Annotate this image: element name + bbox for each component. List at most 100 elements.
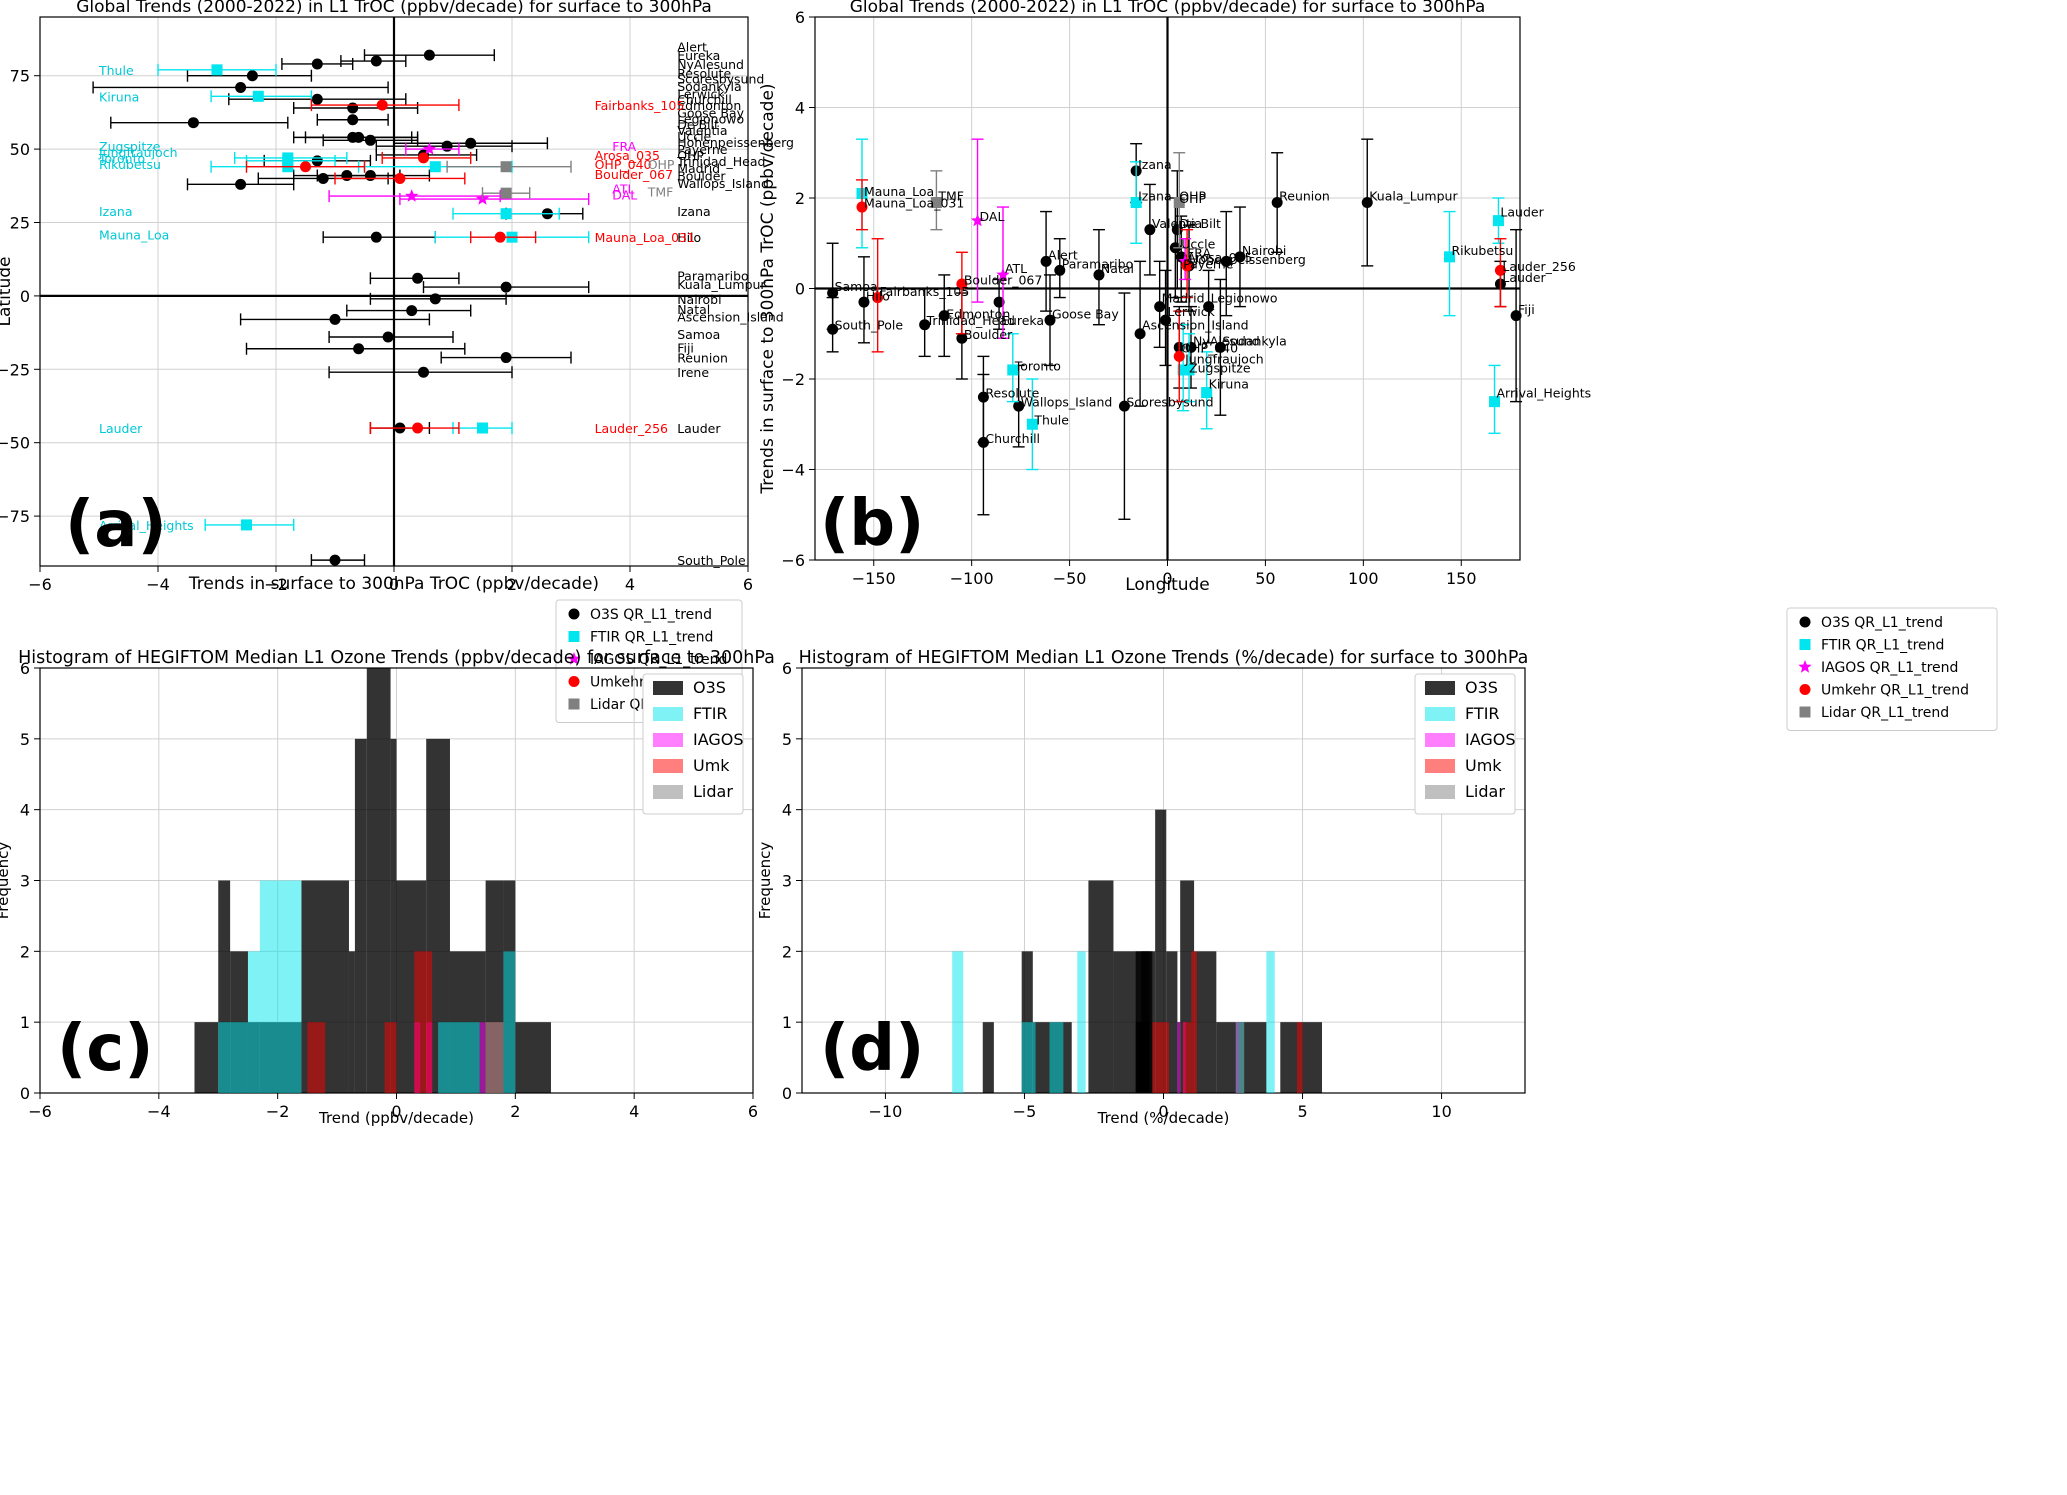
station-label: Ascension_Island [1142,318,1249,333]
station-label: DAL [980,209,1005,224]
station-label: OHP [648,157,675,172]
station-label: FRA [1187,245,1211,260]
histogram-bar [1077,951,1086,1093]
histogram-bar [1166,951,1178,1093]
histogram-bar [218,1022,248,1093]
data-point [494,231,506,243]
legend-label: Lidar QR_L1_trend [1821,705,1949,721]
data-point [956,332,968,344]
data-point [187,117,199,129]
histogram-bar [1021,951,1033,1093]
legend-label: IAGOS QR_L1_trend [590,652,727,668]
station-label: Paramaribo [677,268,748,283]
station-label: Boulder [677,169,726,184]
histogram-bar [1138,951,1153,1093]
data-point [1510,310,1522,322]
histogram-bar [194,1022,219,1093]
legend-label: Umkehr QR_L1_trend [1821,683,1969,699]
histogram-bar [218,880,231,1093]
x-tick-label: 4 [629,1102,639,1121]
station-label: Izana [677,204,711,219]
x-tick-label: 0 [391,1102,401,1121]
data-point [412,422,424,434]
station-label: DAL [612,188,637,203]
histogram-bar [1194,951,1217,1093]
panel-letter: (b) [820,487,924,561]
data-point [1183,364,1195,376]
data-point [235,178,247,190]
station-label: Legionowo [677,111,744,126]
legend-label: IAGOS [1465,730,1516,749]
histogram-bar [1266,951,1275,1093]
station-label: OHP_040 [1181,340,1238,355]
data-point [827,323,839,335]
y-tick-label: 4 [782,801,792,820]
station-label: Madrid [677,161,720,176]
x-tick-label: 2 [507,575,517,594]
histogram-bar [503,951,516,1093]
legend-label: Lidar [693,782,733,801]
x-tick-label: 2 [510,1102,520,1121]
station-label: ATL [612,182,634,197]
station-label: Valentia [677,123,727,138]
y-tick-label: −6 [781,551,805,570]
station-label: ATL [1005,261,1027,276]
data-point [405,189,419,202]
station-label: Kiruna [99,89,139,104]
data-point [382,331,394,343]
chart-title: Global Trends (2000-2022) in L1 TrOC (pp… [76,0,712,17]
station-label: Mauna_Loa_031 [864,196,964,211]
data-point [1134,328,1146,340]
data-point [370,55,382,67]
data-point [235,81,247,93]
data-point [568,631,580,642]
station-label: Boulder_067 [595,167,674,182]
legend-label: FTIR [1465,704,1500,723]
legend-swatch [653,733,683,747]
y-tick-label: 1 [782,1013,792,1032]
data-point [1173,197,1185,209]
data-point [418,366,429,378]
data-point [1007,364,1019,376]
data-point [1271,197,1283,209]
data-point [329,554,341,566]
data-point [1799,639,1811,650]
station-label: Natal [1101,261,1134,276]
station-label: Kuala_Lumpur [1369,189,1458,204]
station-label: FRA [612,139,636,154]
station-label: Payerne [677,142,728,157]
x-tick-label: 150 [1446,569,1477,588]
x-axis-label: Trends in surface to 300hPa TrOC (ppbv/d… [188,574,599,594]
data-point [1220,255,1232,267]
station-label: Kiruna [1209,377,1249,392]
legend-swatch [653,681,683,695]
station-label: OHP [1179,191,1206,206]
y-tick-label: −50 [0,434,30,453]
data-point [353,343,365,355]
data-point [412,272,424,284]
y-tick-label: −25 [0,360,30,379]
data-point [353,131,365,143]
chart-title: Histogram of HEGIFTOM Median L1 Ozone Tr… [799,648,1529,668]
data-point [418,152,429,164]
data-point [364,170,376,182]
legend-label: Umk [1465,756,1502,775]
station-label: Zugspitze [99,139,161,154]
station-label: Toronto [1014,358,1061,373]
data-point [1494,264,1506,276]
station-label: Arosa_035 [595,148,660,163]
histogram-bar [952,951,964,1093]
panel-d-histogram: −10 −5 0 5 10 0 1 2 3 4 5 6 Histogram of HEGIFTOM Me… [756,648,1528,1127]
y-tick-label: 4 [795,99,805,118]
legend-label: FTIR QR_L1_trend [590,630,713,646]
station-label: Mauna_Loa [864,184,934,199]
y-tick-label: 2 [20,942,30,961]
histogram-bar [354,738,367,1093]
station-label: Irene [677,365,709,380]
data-point [1178,254,1192,267]
y-tick-label: 2 [795,189,805,208]
x-tick-label: −5 [1013,1102,1037,1121]
data-point [956,278,968,290]
data-point [241,519,252,531]
station-label: Kuala_Lumpur [677,277,766,292]
